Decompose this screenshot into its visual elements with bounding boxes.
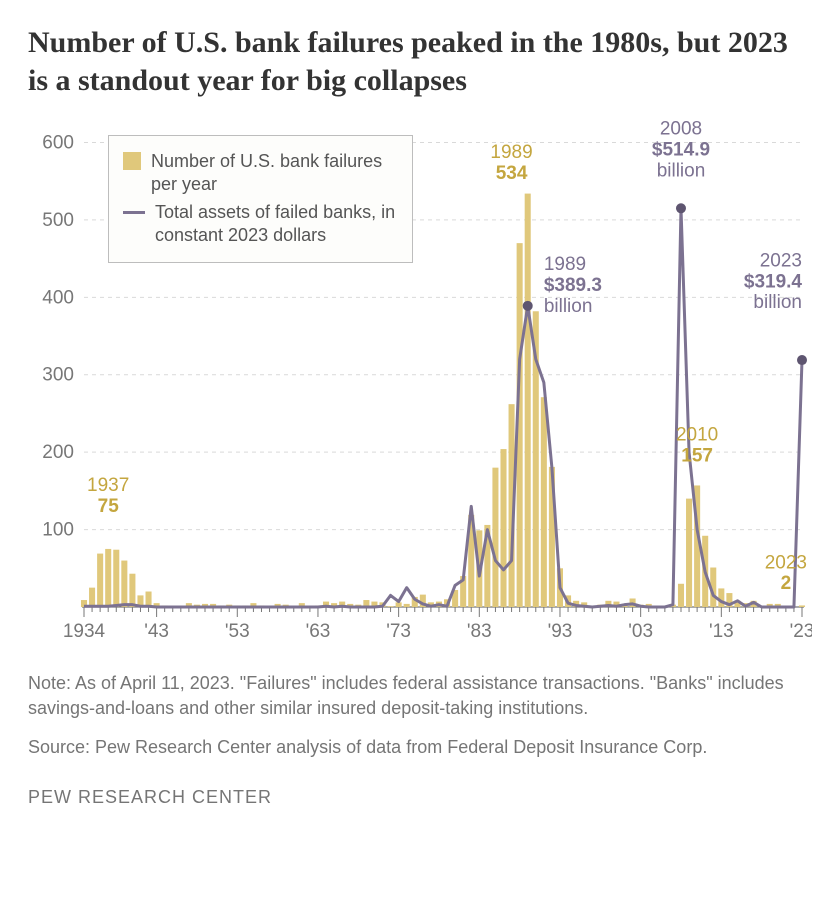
legend-bar-swatch bbox=[123, 152, 141, 170]
legend: Number of U.S. bank failures per year To… bbox=[108, 135, 413, 263]
note-text: Note: As of April 11, 2023. "Failures" i… bbox=[28, 671, 812, 721]
svg-text:1934: 1934 bbox=[63, 621, 106, 642]
svg-text:600: 600 bbox=[42, 132, 74, 153]
svg-text:'23: '23 bbox=[790, 621, 812, 642]
source-text: Source: Pew Research Center analysis of … bbox=[28, 735, 812, 760]
svg-text:'53: '53 bbox=[225, 621, 250, 642]
svg-text:400: 400 bbox=[42, 287, 74, 308]
svg-text:'63: '63 bbox=[306, 621, 331, 642]
svg-text:2010157: 2010157 bbox=[676, 425, 718, 467]
attribution-text: PEW RESEARCH CENTER bbox=[28, 787, 812, 808]
svg-text:'73: '73 bbox=[386, 621, 411, 642]
svg-text:2023$319.4billion: 2023$319.4billion bbox=[744, 250, 803, 313]
chart-container: 100 200 300 400 500 600 1934 '43 '53 '63 '73 '83 '93… bbox=[28, 117, 812, 657]
legend-line-label: Total assets of failed banks, in constan… bbox=[155, 201, 398, 248]
svg-text:200: 200 bbox=[42, 442, 74, 463]
svg-text:'03: '03 bbox=[628, 621, 653, 642]
svg-text:300: 300 bbox=[42, 365, 74, 386]
svg-text:'13: '13 bbox=[709, 621, 734, 642]
svg-text:'93: '93 bbox=[548, 621, 573, 642]
chart-title: Number of U.S. bank failures peaked in t… bbox=[28, 24, 812, 99]
svg-text:'43: '43 bbox=[144, 621, 169, 642]
svg-text:193775: 193775 bbox=[87, 475, 129, 517]
svg-text:100: 100 bbox=[42, 520, 74, 541]
svg-text:'83: '83 bbox=[467, 621, 492, 642]
svg-text:1989534: 1989534 bbox=[490, 142, 532, 184]
svg-text:500: 500 bbox=[42, 210, 74, 231]
legend-bar-label: Number of U.S. bank failures per year bbox=[151, 150, 398, 197]
svg-text:2008$514.9billion: 2008$514.9billion bbox=[652, 119, 710, 182]
svg-text:20232: 20232 bbox=[765, 552, 807, 594]
svg-text:1989$389.3billion: 1989$389.3billion bbox=[544, 254, 602, 317]
legend-line-swatch bbox=[123, 211, 145, 214]
